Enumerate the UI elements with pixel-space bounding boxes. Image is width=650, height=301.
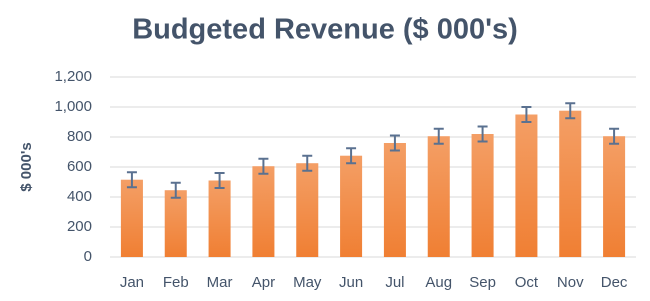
x-tick-label: Nov [557,274,584,291]
bar-shade [515,114,538,257]
y-tick-label: 0 [84,248,92,265]
y-tick-label: 1,000 [54,98,92,115]
x-tick-label: Aug [425,274,452,291]
bar-shade [208,180,231,257]
bar-shade [120,179,143,257]
y-tick-label: 400 [67,188,92,205]
bar-shade [340,155,363,257]
x-tick-label: Mar [207,274,233,291]
bar-shade [603,136,626,257]
x-tick-label: Feb [163,274,189,291]
bar-shade [252,166,275,257]
bar-shade [383,143,406,257]
chart-title: Budgeted Revenue ($ 000's) [132,14,518,46]
bar-shade [427,136,450,257]
x-tick-label: May [293,274,322,291]
y-tick-label: 200 [67,218,92,235]
x-tick-label: Oct [515,274,539,291]
x-tick-label: Dec [601,274,628,291]
x-tick-label: Apr [252,274,275,291]
bar-shade [164,190,187,257]
y-tick-label: 600 [67,158,92,175]
bar-shade [559,110,582,257]
y-tick-label: 1,200 [54,68,92,85]
x-tick-label: Jan [120,274,144,291]
y-tick-label: 800 [67,128,92,145]
bar-shade [296,163,319,257]
x-tick-label: Sep [469,274,496,291]
x-tick-label: Jul [385,274,404,291]
y-axis-title: $ 000's [18,142,35,191]
bar-shade [471,134,494,257]
x-tick-label: Jun [339,274,363,291]
